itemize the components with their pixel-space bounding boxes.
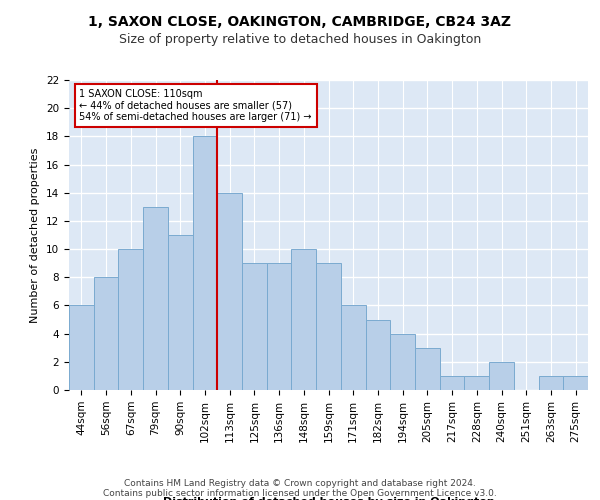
Bar xyxy=(440,376,464,390)
X-axis label: Distribution of detached houses by size in Oakington: Distribution of detached houses by size … xyxy=(163,498,494,500)
Bar xyxy=(292,249,316,390)
Text: Size of property relative to detached houses in Oakington: Size of property relative to detached ho… xyxy=(119,32,481,46)
Bar xyxy=(118,249,143,390)
Bar xyxy=(193,136,217,390)
Text: Contains public sector information licensed under the Open Government Licence v3: Contains public sector information licen… xyxy=(103,488,497,498)
Bar xyxy=(390,334,415,390)
Bar xyxy=(143,207,168,390)
Bar xyxy=(316,263,341,390)
Bar xyxy=(341,306,365,390)
Bar xyxy=(365,320,390,390)
Bar xyxy=(415,348,440,390)
Bar xyxy=(539,376,563,390)
Text: Contains HM Land Registry data © Crown copyright and database right 2024.: Contains HM Land Registry data © Crown c… xyxy=(124,478,476,488)
Y-axis label: Number of detached properties: Number of detached properties xyxy=(31,148,40,322)
Text: 1 SAXON CLOSE: 110sqm
← 44% of detached houses are smaller (57)
54% of semi-deta: 1 SAXON CLOSE: 110sqm ← 44% of detached … xyxy=(79,90,312,122)
Bar xyxy=(267,263,292,390)
Bar xyxy=(69,306,94,390)
Bar xyxy=(168,235,193,390)
Text: 1, SAXON CLOSE, OAKINGTON, CAMBRIDGE, CB24 3AZ: 1, SAXON CLOSE, OAKINGTON, CAMBRIDGE, CB… xyxy=(89,15,511,29)
Bar xyxy=(563,376,588,390)
Bar xyxy=(464,376,489,390)
Bar xyxy=(242,263,267,390)
Bar xyxy=(489,362,514,390)
Bar xyxy=(94,278,118,390)
Bar xyxy=(217,192,242,390)
